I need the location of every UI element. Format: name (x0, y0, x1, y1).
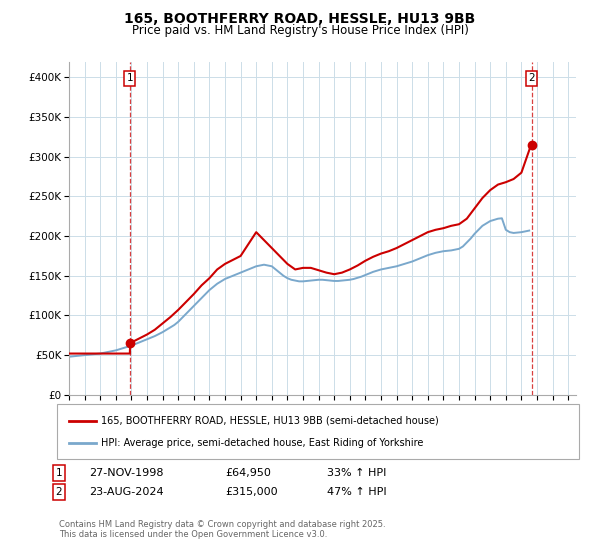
Text: 47% ↑ HPI: 47% ↑ HPI (327, 487, 386, 497)
Text: 27-NOV-1998: 27-NOV-1998 (89, 468, 163, 478)
Text: 165, BOOTHFERRY ROAD, HESSLE, HU13 9BB: 165, BOOTHFERRY ROAD, HESSLE, HU13 9BB (124, 12, 476, 26)
Text: HPI: Average price, semi-detached house, East Riding of Yorkshire: HPI: Average price, semi-detached house,… (101, 437, 423, 447)
Text: Contains HM Land Registry data © Crown copyright and database right 2025.
This d: Contains HM Land Registry data © Crown c… (59, 520, 385, 539)
Text: 1: 1 (127, 73, 133, 83)
Text: £315,000: £315,000 (225, 487, 278, 497)
Text: 23-AUG-2024: 23-AUG-2024 (89, 487, 163, 497)
Text: 33% ↑ HPI: 33% ↑ HPI (327, 468, 386, 478)
Text: 1: 1 (55, 468, 62, 478)
Text: 2: 2 (528, 73, 535, 83)
Text: 2: 2 (55, 487, 62, 497)
Text: £64,950: £64,950 (225, 468, 271, 478)
Text: 165, BOOTHFERRY ROAD, HESSLE, HU13 9BB (semi-detached house): 165, BOOTHFERRY ROAD, HESSLE, HU13 9BB (… (101, 416, 439, 426)
Text: Price paid vs. HM Land Registry's House Price Index (HPI): Price paid vs. HM Land Registry's House … (131, 24, 469, 37)
